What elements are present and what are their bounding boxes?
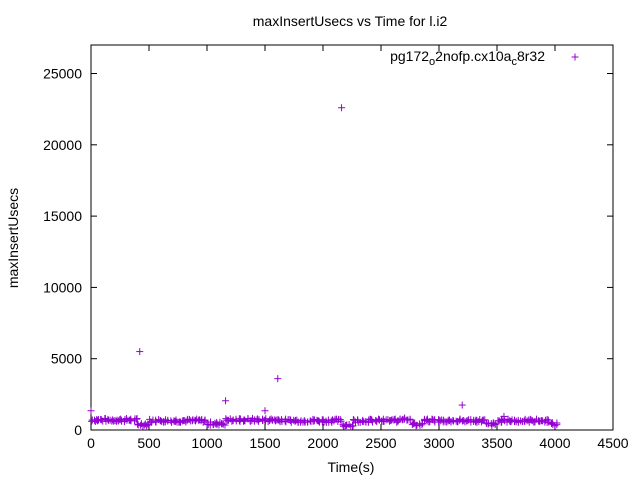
data-point xyxy=(337,417,345,425)
legend-label-sub-1: o xyxy=(429,56,435,68)
x-tick-label: 1500 xyxy=(249,435,280,451)
x-tick-label: 3000 xyxy=(423,435,454,451)
data-point xyxy=(464,417,472,425)
x-tick-label: 0 xyxy=(87,435,95,451)
data-point xyxy=(221,421,229,429)
data-point xyxy=(198,415,206,423)
x-axis-label: Time(s) xyxy=(328,459,375,475)
x-tick-label: 4000 xyxy=(539,435,570,451)
data-point xyxy=(553,421,561,429)
y-axis-label: maxInsertUsecs xyxy=(5,188,21,288)
data-point xyxy=(359,416,367,424)
legend: pg172o2nofp.cx10ac8r32 xyxy=(390,48,579,68)
data-point xyxy=(418,421,426,429)
data-point xyxy=(336,415,344,423)
data-point-outlier xyxy=(500,412,508,420)
y-tick-label: 10000 xyxy=(43,279,82,295)
data-point xyxy=(461,418,469,426)
data-point xyxy=(254,417,262,425)
x-tick-label: 500 xyxy=(137,435,161,451)
y-axis-tick-labels: 0 5000 10000 15000 20000 25000 xyxy=(43,66,82,438)
data-point xyxy=(436,417,444,425)
data-point-outlier xyxy=(87,407,95,415)
data-point xyxy=(201,416,209,424)
x-tick-label: 1000 xyxy=(191,435,222,451)
data-point xyxy=(349,422,357,430)
legend-label-sub-2: c xyxy=(511,56,517,68)
data-point xyxy=(479,416,487,424)
data-point-outlier xyxy=(261,407,269,415)
x-tick-label: 2500 xyxy=(365,435,396,451)
data-points xyxy=(87,104,561,431)
data-point xyxy=(97,416,105,424)
data-point xyxy=(382,416,390,424)
data-point xyxy=(219,420,227,428)
legend-label-part-3: 8r32 xyxy=(517,48,545,64)
legend-marker xyxy=(571,53,579,61)
data-point-outlier xyxy=(274,375,282,383)
data-point-outlier xyxy=(338,104,346,112)
y-tick-label: 15000 xyxy=(43,208,82,224)
data-point-outlier xyxy=(458,401,466,409)
y-tick-label: 5000 xyxy=(51,351,82,367)
data-point xyxy=(315,417,323,425)
data-point xyxy=(449,416,457,424)
legend-marker-symbol xyxy=(571,53,579,61)
data-point xyxy=(345,421,353,429)
plot-area xyxy=(90,44,614,431)
x-tick-label: 3500 xyxy=(481,435,512,451)
data-point xyxy=(544,416,552,424)
y-tick-label: 25000 xyxy=(43,66,82,82)
x-tick-label: 2000 xyxy=(307,435,338,451)
data-point xyxy=(406,416,414,424)
plot-border xyxy=(90,44,614,431)
legend-label-part-1: pg172 xyxy=(390,48,429,64)
data-point xyxy=(133,415,141,423)
legend-label: pg172o2nofp.cx10ac8r32 xyxy=(390,48,545,68)
data-point xyxy=(425,418,433,426)
legend-label-part-2: 2nofp.cx10a xyxy=(435,48,511,64)
data-point xyxy=(491,420,499,428)
y-tick-label: 20000 xyxy=(43,137,82,153)
y-tick-label: 0 xyxy=(74,422,82,438)
data-point xyxy=(206,421,214,429)
data-point-outlier xyxy=(222,397,230,405)
data-point xyxy=(157,417,165,425)
data-point xyxy=(267,415,275,423)
x-tick-label: 4500 xyxy=(597,435,628,451)
chart-title: maxInsertUsecs vs Time for l.i2 xyxy=(253,13,448,29)
x-axis-tick-labels: 0 500 1000 1500 2000 2500 3000 3500 4000 4500 xyxy=(87,435,629,451)
data-point-outlier xyxy=(136,348,144,356)
